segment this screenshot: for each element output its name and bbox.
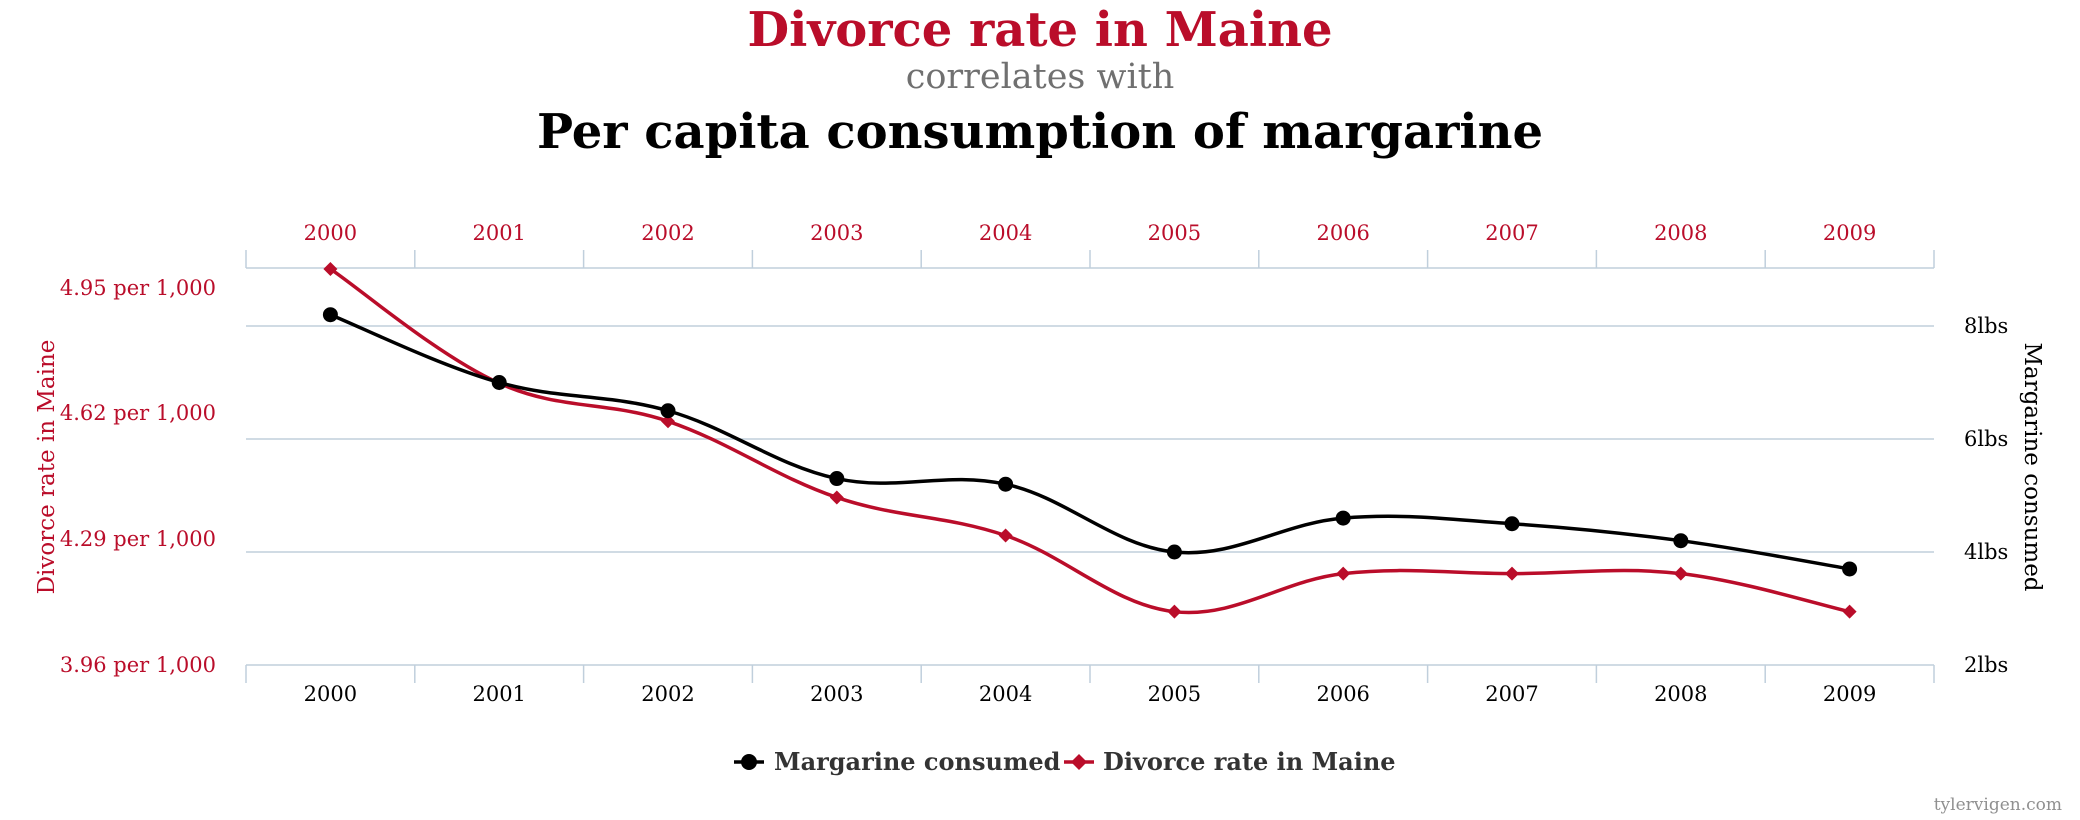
x-tick-label-bottom: 2005 [1148,682,1201,706]
x-tick-label-bottom: 2001 [472,682,525,706]
axes: 2000 2001 2002 2003 2004 2005 2006 2007 2008 2009… [60,221,2008,706]
right-tick-label: 8lbs [1964,314,2008,338]
x-tick-label-top: 2009 [1823,221,1876,245]
x-tick-label-bottom: 2003 [810,682,863,706]
left-tick-label: 4.95 per 1,000 [60,276,216,300]
data-point-divorce [1167,604,1182,619]
data-point-margarine [1673,533,1689,549]
data-point-divorce [1505,566,1519,581]
x-tick-label-bottom: 2009 [1823,682,1876,706]
x-tick-label-bottom: 2002 [641,682,694,706]
x-tick-label-bottom: 2000 [304,682,357,706]
x-tick-label-bottom: 2007 [1485,682,1538,706]
data-point-divorce [829,490,844,505]
left-axis-title: Divorce rate in Maine [34,340,60,595]
x-tick-label-top: 2000 [304,221,357,245]
series [322,261,1858,619]
x-tick-label-top: 2005 [1148,221,1201,245]
x-tick-label-top: 2006 [1316,221,1369,245]
left-tick-label: 4.62 per 1,000 [60,401,216,425]
right-tick-label: 4lbs [1964,540,2008,564]
data-point-divorce [1673,566,1688,581]
data-point-margarine [1842,561,1858,577]
credit-text: tylervigen.com [1934,795,2062,815]
data-point-divorce [323,261,338,276]
series-line-margarine [329,313,1850,571]
data-point-divorce [1842,604,1857,619]
chart-title: Divorce rate in Maine [747,2,1332,58]
data-point-divorce [1336,566,1351,581]
x-tick-label-top: 2003 [810,221,863,245]
right-tick-label: 2lbs [1964,653,2008,677]
x-tick-label-bottom: 2004 [979,682,1032,706]
x-tick-label-bottom: 2008 [1654,682,1707,706]
x-tick-label-top: 2008 [1654,221,1707,245]
legend-item-divorce[interactable]: Divorce rate in Maine [1064,747,1396,776]
data-point-margarine [1504,516,1520,532]
legend-item-margarine[interactable]: Margarine consumed [734,747,1061,776]
data-point-margarine [1335,510,1351,526]
x-tick-label-top: 2007 [1485,221,1538,245]
data-point-margarine [1166,544,1182,560]
chart-subtitle: correlates with [906,57,1175,97]
gridlines [246,325,1934,553]
series-line-divorce [329,267,1850,615]
x-tick-label-top: 2001 [472,221,525,245]
data-point-margarine [322,307,338,323]
x-tick-label-top: 2002 [641,221,694,245]
legend-label-divorce: Divorce rate in Maine [1103,747,1396,776]
legend-marker-diamond [1071,754,1087,770]
right-tick-label: 6lbs [1964,427,2008,451]
data-point-margarine [829,471,845,487]
legend: Margarine consumed Divorce rate in Maine [734,747,1396,776]
chart-second-title: Per capita consumption of margarine [537,104,1543,160]
data-point-margarine [998,476,1014,492]
data-point-margarine [491,375,507,390]
left-tick-label: 4.29 per 1,000 [60,527,216,551]
right-axis-title: Margarine consumed [2019,342,2045,591]
data-point-margarine [660,403,676,419]
x-tick-label-bottom: 2006 [1316,682,1369,706]
data-point-divorce [998,528,1013,543]
x-tick-label-top: 2004 [979,221,1032,245]
legend-marker-circle [741,754,757,770]
data-point-divorce [661,414,675,429]
legend-label-margarine: Margarine consumed [774,747,1061,776]
left-tick-label: 3.96 per 1,000 [60,653,216,677]
